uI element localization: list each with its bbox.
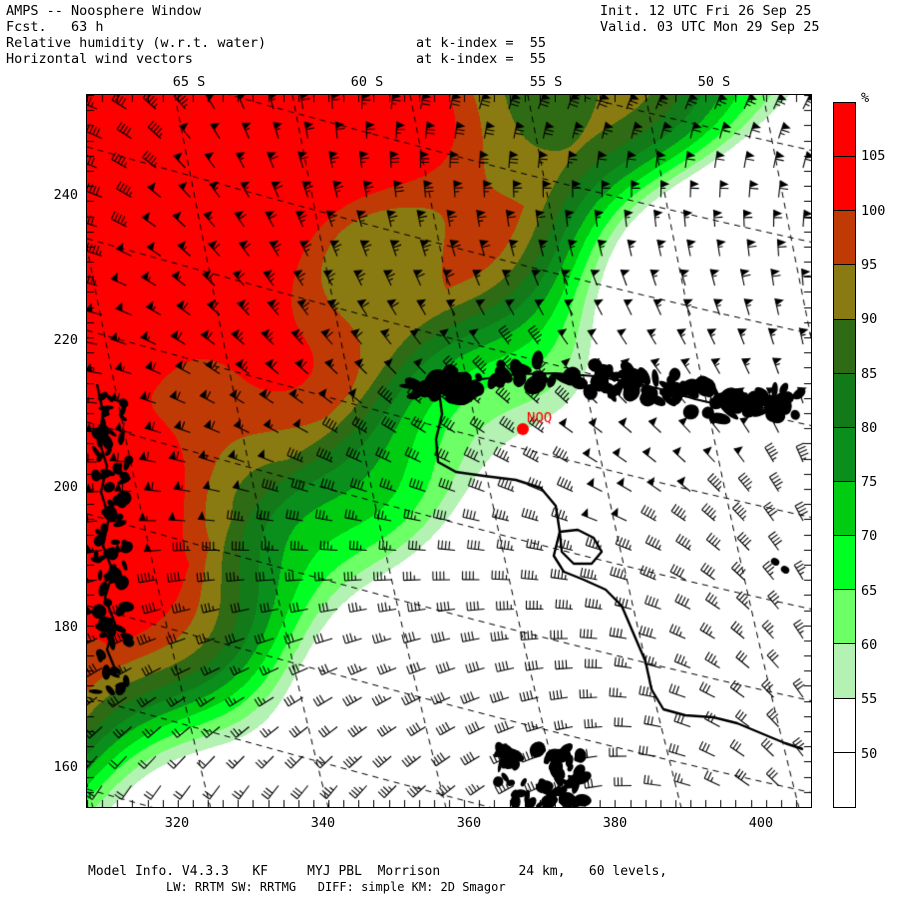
colorbar-segment-12 xyxy=(834,752,855,807)
top-tick-1: 60 S xyxy=(350,74,384,90)
left-tick-2: 200 xyxy=(53,479,78,495)
colorbar-segment-11 xyxy=(834,698,855,753)
footer-model-info: Model Info. V4.3.3 KF MYJ PBL Morrison 2… xyxy=(88,864,668,879)
colorbar-segment-3 xyxy=(834,265,855,320)
bottom-tick-4: 400 xyxy=(748,815,774,831)
top-tick-2: 55 S xyxy=(529,74,563,90)
left-tick-3: 220 xyxy=(53,332,78,348)
colorbar-tick-85: 85 xyxy=(861,365,878,382)
colorbar-tick-60: 60 xyxy=(861,637,878,654)
colorbar-unit-label: % xyxy=(861,90,870,106)
header-left-block: AMPS -- Noosphere Window Fcst. 63 h Rela… xyxy=(6,3,266,67)
kindex-humidity: at k-index = 55 xyxy=(416,35,547,51)
humidity-field-canvas xyxy=(87,95,811,807)
left-tick-4: 240 xyxy=(53,187,78,203)
colorbar-segment-7 xyxy=(834,481,855,537)
top-tick-0: 65 S xyxy=(172,74,206,90)
colorbar-segment-2 xyxy=(834,211,855,266)
colorbar-tick-50: 50 xyxy=(861,745,878,762)
colorbar-segment-0 xyxy=(834,103,855,158)
header-field-humidity: Relative humidity (w.r.t. water) xyxy=(6,35,267,51)
bottom-tick-0: 320 xyxy=(164,815,190,831)
footer-physics-info: LW: RRTM SW: RRTMG DIFF: simple KM: 2D S… xyxy=(166,880,506,894)
colorbar xyxy=(833,102,856,808)
header-forecast: Fcst. 63 h xyxy=(6,19,104,35)
colorbar-tick-65: 65 xyxy=(861,582,878,599)
colorbar-tick-95: 95 xyxy=(861,256,878,273)
left-tick-0: 160 xyxy=(53,759,78,775)
colorbar-tick-70: 70 xyxy=(861,528,878,545)
colorbar-tick-100: 100 xyxy=(861,202,886,219)
colorbar-segment-6 xyxy=(834,427,855,482)
header-valid-time: Valid. 03 UTC Mon 29 Sep 25 xyxy=(600,19,820,35)
colorbar-tick-80: 80 xyxy=(861,419,878,436)
colorbar-segment-10 xyxy=(834,644,855,699)
colorbar-tick-75: 75 xyxy=(861,474,878,491)
colorbar-segment-5 xyxy=(834,373,855,428)
colorbar-segment-9 xyxy=(834,590,855,645)
colorbar-tick-105: 105 xyxy=(861,148,886,165)
colorbar-tick-90: 90 xyxy=(861,311,878,328)
colorbar-tick-55: 55 xyxy=(861,691,878,708)
header-field-wind: Horizontal wind vectors xyxy=(6,51,193,67)
top-tick-3: 50 S xyxy=(697,74,731,90)
header-init-time: Init. 12 UTC Fri 26 Sep 25 xyxy=(600,3,812,19)
bottom-tick-2: 360 xyxy=(456,815,482,831)
map-plot-area[interactable] xyxy=(86,94,812,808)
header-right-block: Init. 12 UTC Fri 26 Sep 25 Valid. 03 UTC… xyxy=(600,3,819,35)
left-tick-1: 180 xyxy=(53,619,78,635)
bottom-tick-3: 380 xyxy=(602,815,628,831)
kindex-wind: at k-index = 55 xyxy=(416,51,547,67)
colorbar-segment-8 xyxy=(834,536,855,591)
header-kindex-block: at k-index = 55 at k-index = 55 xyxy=(416,35,546,67)
bottom-tick-1: 340 xyxy=(310,815,336,831)
header-title: AMPS -- Noosphere Window xyxy=(6,3,202,19)
colorbar-segment-1 xyxy=(834,157,855,212)
colorbar-segment-4 xyxy=(834,319,855,374)
